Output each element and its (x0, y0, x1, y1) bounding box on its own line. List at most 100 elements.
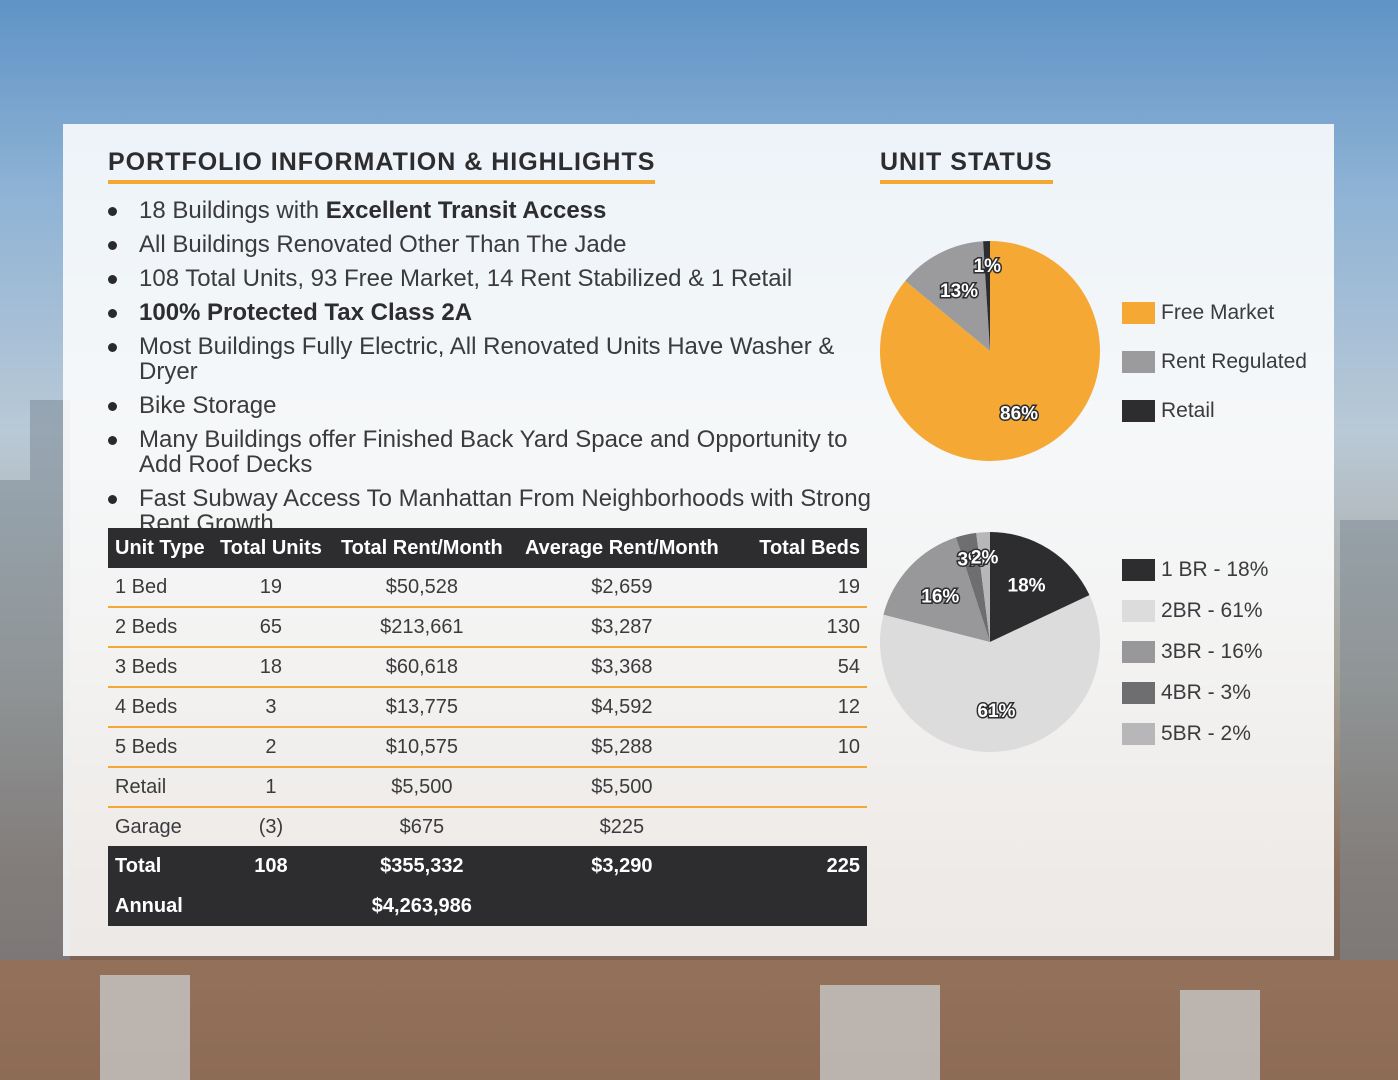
col-total-units: Total Units (213, 528, 329, 568)
pie-data-label: 61% (977, 701, 1015, 722)
table-cell: 18 (213, 647, 329, 688)
highlight-text: 18 Buildings with (139, 197, 326, 224)
table-cell: $4,263,986 (328, 886, 515, 926)
legend-swatch (1122, 599, 1155, 622)
table-cell (728, 886, 867, 926)
highlight-item: 100% Protected Tax Class 2A (108, 300, 878, 325)
unit-status-heading: UNIT STATUS (880, 148, 1053, 184)
table-cell: Garage (115, 815, 182, 838)
table-cell: $3,368 (514, 647, 729, 688)
pie-data-label: 3% (958, 549, 986, 570)
table-cell: $5,500 (514, 767, 729, 808)
legend-swatch (1122, 399, 1155, 422)
pie-slice-retail (983, 241, 990, 351)
legend-label: 1 BR - 18% (1161, 557, 1269, 581)
pie-data-label: 2% (971, 547, 999, 568)
pie-slice-1-br-18- (990, 532, 1090, 642)
table-cell: $5,288 (514, 727, 729, 768)
table-cell: $10,575 (328, 727, 515, 768)
table-cell: $5,500 (328, 767, 515, 808)
pie-slice-5br-2- (976, 532, 990, 642)
bedroom-mix-pie-chart: 18% 61% 16% 3%2% (880, 532, 1100, 752)
legend-label: Rent Regulated (1161, 349, 1307, 373)
table-cell: 225 (728, 846, 867, 886)
table-cell: 2 Beds (108, 607, 213, 648)
table-cell: 1 Bed (108, 568, 213, 608)
col-total-beds: Total Beds (728, 528, 867, 568)
legend-label: 3BR - 16% (1161, 639, 1263, 663)
legend-item: 1 BR - 18% (1122, 549, 1268, 590)
table-cell (729, 807, 867, 846)
pie-data-label: 1% (974, 256, 1002, 277)
table-cell: 54 (728, 647, 867, 688)
unit-status-pie-chart: 86% 13% 1% (880, 241, 1100, 461)
highlight-item: Many Buildings offer Finished Back Yard … (108, 427, 878, 477)
table-row: 2 Beds 65 $213,661 $3,287 130 (108, 607, 867, 648)
legend-item: 5BR - 2% (1122, 713, 1268, 754)
table-cell: $60,618 (328, 647, 515, 688)
table-cell: Retail (108, 767, 213, 808)
table-cell: 1 (213, 767, 329, 808)
legend-item: Free Market (1122, 288, 1307, 337)
table-cell: $4,592 (514, 687, 729, 728)
table-row: 5 Beds 2 $10,575 $5,288 10 (108, 727, 867, 768)
highlight-item: Most Buildings Fully Electric, All Renov… (108, 334, 878, 384)
table-cell (514, 886, 729, 926)
legend-swatch (1122, 558, 1155, 581)
table-row: 1 Bed 19 $50,528 $2,659 19 (108, 568, 867, 608)
pie-slice-4br-3- (956, 532, 990, 642)
total-row: Total 108 $355,332 $3,290 225 (108, 846, 867, 886)
highlight-text: Bike Storage (139, 392, 277, 419)
table-cell: $355,332 (328, 846, 515, 886)
highlight-bold-text: 100% Protected Tax Class 2A (139, 299, 473, 326)
highlight-item: 18 Buildings with Excellent Transit Acce… (108, 198, 878, 223)
legend-swatch (1122, 681, 1155, 704)
pie-data-label: 18% (1008, 575, 1046, 596)
table-cell: $50,528 (328, 568, 515, 608)
highlights-list: 18 Buildings with Excellent Transit Acce… (108, 198, 878, 545)
info-panel: PORTFOLIO INFORMATION & HIGHLIGHTS UNIT … (63, 124, 1334, 956)
highlight-text: Many Buildings offer Finished Back Yard … (139, 426, 848, 478)
legend-label: Retail (1161, 398, 1215, 422)
portfolio-heading: PORTFOLIO INFORMATION & HIGHLIGHTS (108, 148, 656, 184)
table-cell (213, 886, 329, 926)
table-cell: 12 (728, 687, 867, 728)
highlight-item: 108 Total Units, 93 Free Market, 14 Rent… (108, 266, 878, 291)
legend-swatch (1122, 301, 1155, 324)
legend-item: Retail (1122, 386, 1307, 435)
table-cell: 10 (728, 727, 867, 768)
legend-label: 4BR - 3% (1161, 680, 1251, 704)
legend-swatch (1122, 640, 1155, 663)
table-cell: $3,287 (514, 607, 729, 648)
table-cell: 19 (213, 568, 329, 608)
table-cell: 3 Beds (108, 647, 213, 688)
col-total-rent: Total Rent/Month (328, 528, 515, 568)
pie-slice-rent-regulated (905, 241, 990, 351)
table-cell: $3,290 (514, 846, 729, 886)
table-cell: 130 (728, 607, 867, 648)
highlight-item: All Buildings Renovated Other Than The J… (108, 232, 878, 257)
table-cell: 2 (213, 727, 329, 768)
annual-row: Annual $4,263,986 (108, 886, 867, 926)
pie-data-label: 16% (921, 586, 959, 607)
legend-item: 4BR - 3% (1122, 672, 1268, 713)
highlight-text: All Buildings Renovated Other Than The J… (139, 231, 627, 258)
legend-item: 3BR - 16% (1122, 631, 1268, 672)
table-row: 3 Beds 18 $60,618 $3,368 54 (108, 647, 867, 688)
table-cell: 19 (728, 568, 867, 608)
legend-label: Free Market (1161, 300, 1275, 324)
table-cell: 5 Beds (108, 727, 213, 768)
legend-item: 2BR - 61% (1122, 590, 1268, 631)
unit-mix-table: Unit Type Total Units Total Rent/Month A… (108, 528, 867, 926)
pie-slice-3br-16- (883, 537, 990, 642)
table-cell: 108 (213, 846, 329, 886)
table-body: 1 Bed 19 $50,528 $2,659 19 2 Beds 65 $213,661 $3… (108, 568, 867, 926)
legend-swatch (1122, 722, 1155, 745)
table-cell: (3) (258, 815, 284, 838)
table-cell: Total (108, 846, 213, 886)
legend-item: Rent Regulated (1122, 337, 1307, 386)
pie-data-label: 13% (940, 281, 978, 302)
highlight-item: Bike Storage (108, 393, 878, 418)
table-cell: $13,775 (328, 687, 515, 728)
